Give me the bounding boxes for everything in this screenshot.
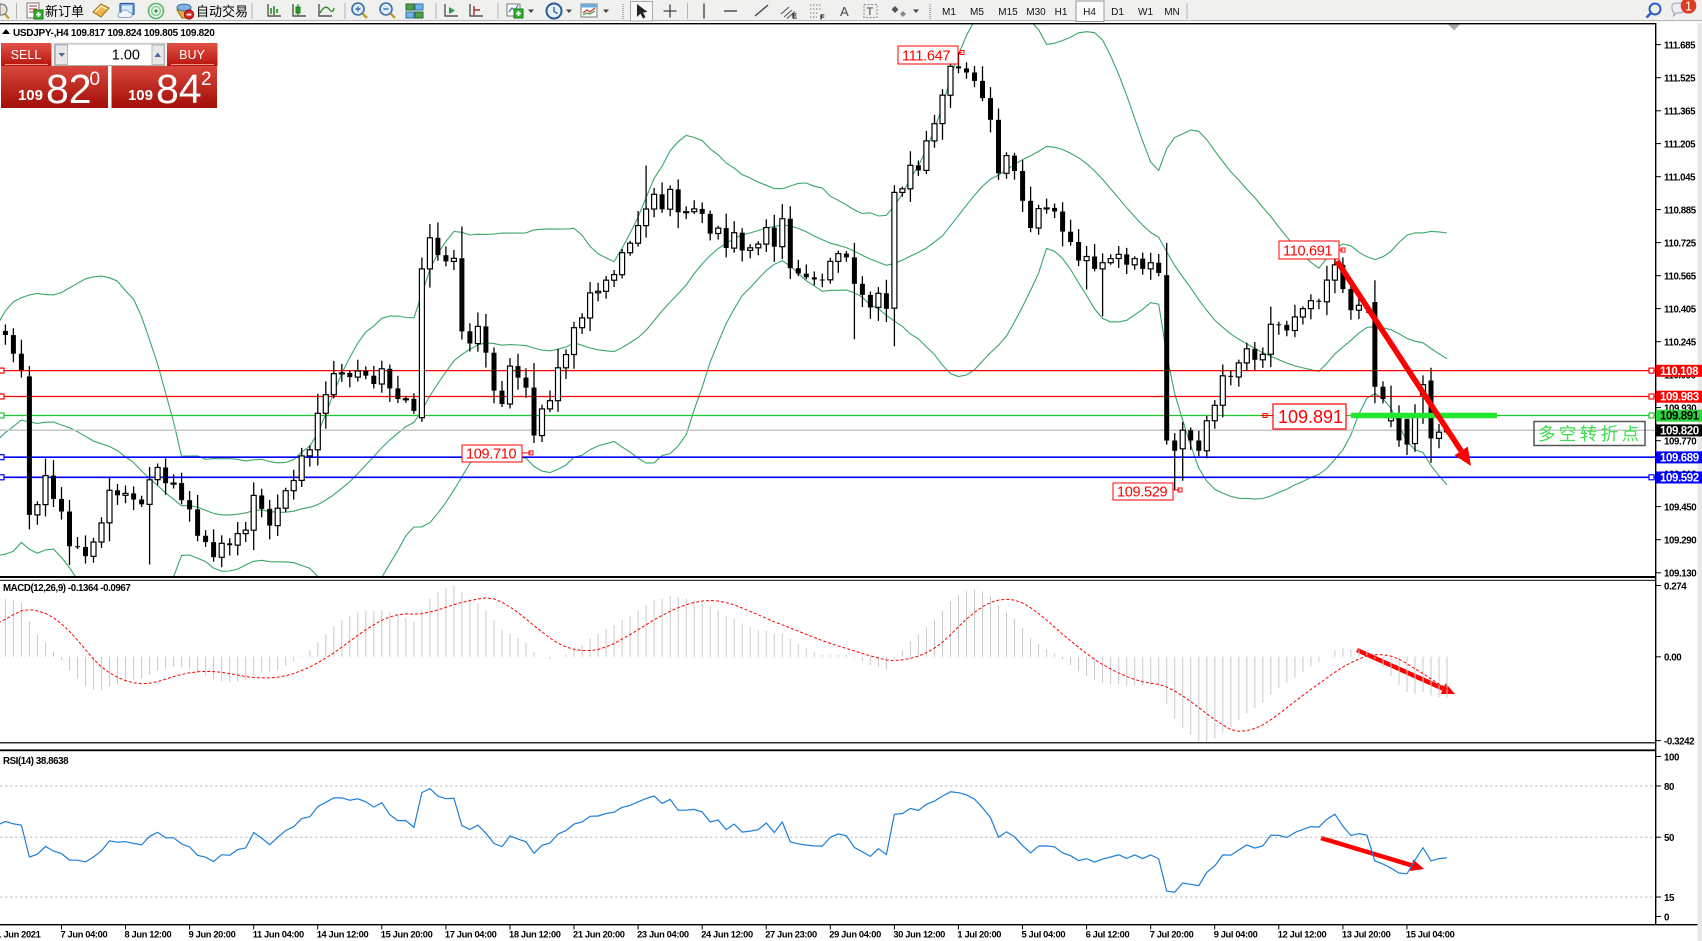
svg-text:111.205: 111.205 — [1664, 139, 1696, 150]
svg-text:80: 80 — [1664, 782, 1674, 793]
svg-text:110.245: 110.245 — [1664, 338, 1697, 349]
svg-text:M15: M15 — [998, 7, 1018, 18]
svg-text:18 Jun 12:00: 18 Jun 12:00 — [509, 930, 561, 940]
svg-text:110.725: 110.725 — [1664, 238, 1697, 249]
svg-text:14 Jun 12:00: 14 Jun 12:00 — [317, 930, 369, 940]
svg-text:21 Jun 20:00: 21 Jun 20:00 — [573, 930, 625, 940]
svg-text:111.525: 111.525 — [1664, 74, 1696, 85]
svg-text:1 Jun 2021: 1 Jun 2021 — [0, 930, 41, 940]
svg-text:110.691: 110.691 — [1283, 244, 1332, 260]
svg-text:109.770: 109.770 — [1664, 437, 1696, 448]
svg-text:50: 50 — [1664, 833, 1674, 844]
svg-text:MACD(12,26,9) -0.1364 -0.0967: MACD(12,26,9) -0.1364 -0.0967 — [3, 583, 130, 594]
svg-text:-0.3242: -0.3242 — [1664, 736, 1694, 747]
svg-text:109.820: 109.820 — [1660, 425, 1699, 437]
svg-text:111.365: 111.365 — [1664, 107, 1696, 118]
svg-text:109.592: 109.592 — [1660, 473, 1699, 485]
svg-text:29 Jun 04:00: 29 Jun 04:00 — [829, 930, 881, 940]
svg-text:110.565: 110.565 — [1664, 272, 1697, 283]
svg-text:MN: MN — [1164, 7, 1180, 18]
svg-text:6 Jul 12:00: 6 Jul 12:00 — [1086, 930, 1130, 940]
svg-text:109: 109 — [18, 87, 43, 104]
svg-text:109.891: 109.891 — [1660, 411, 1700, 423]
svg-text:111.045: 111.045 — [1664, 173, 1696, 184]
svg-text:多空转折点: 多空转折点 — [1538, 424, 1643, 444]
svg-text:H4: H4 — [1083, 7, 1096, 18]
svg-text:11 Jun 04:00: 11 Jun 04:00 — [253, 930, 304, 940]
svg-text:5 Jul 04:00: 5 Jul 04:00 — [1022, 930, 1066, 940]
svg-text:0: 0 — [1664, 912, 1669, 923]
svg-text:BUY: BUY — [179, 48, 205, 62]
svg-text:E: E — [792, 12, 797, 21]
svg-text:109: 109 — [128, 87, 153, 104]
svg-text:15: 15 — [1664, 893, 1675, 904]
svg-text:110.405: 110.405 — [1664, 304, 1697, 315]
svg-text:RSI(14) 38.8638: RSI(14) 38.8638 — [3, 756, 69, 767]
svg-text:D1: D1 — [1111, 7, 1124, 18]
svg-text:100: 100 — [1664, 752, 1679, 763]
svg-text:A: A — [840, 4, 849, 19]
svg-text:1 Jul 20:00: 1 Jul 20:00 — [957, 930, 1001, 940]
svg-text:17 Jun 04:00: 17 Jun 04:00 — [445, 930, 497, 940]
svg-text:109.290: 109.290 — [1664, 536, 1696, 547]
svg-text:110.108: 110.108 — [1660, 366, 1699, 378]
svg-text:109.983: 109.983 — [1660, 392, 1699, 404]
svg-text:13 Jul 20:00: 13 Jul 20:00 — [1342, 930, 1391, 940]
svg-text:111.685: 111.685 — [1664, 40, 1696, 51]
svg-text:1.00: 1.00 — [112, 48, 140, 64]
svg-text:82: 82 — [46, 66, 92, 112]
svg-text:0.274: 0.274 — [1664, 581, 1687, 592]
svg-text:109.529: 109.529 — [1117, 485, 1168, 501]
svg-text:109.450: 109.450 — [1664, 502, 1696, 513]
svg-text:12 Jul 12:00: 12 Jul 12:00 — [1278, 930, 1327, 940]
svg-text:M30: M30 — [1026, 7, 1046, 18]
svg-text:109.689: 109.689 — [1660, 452, 1699, 464]
svg-text:15 Jul 04:00: 15 Jul 04:00 — [1406, 930, 1455, 940]
svg-text:T: T — [867, 6, 874, 18]
svg-text:110.885: 110.885 — [1664, 205, 1697, 216]
svg-text:H1: H1 — [1055, 7, 1068, 18]
svg-text:1: 1 — [1685, 0, 1692, 13]
svg-text:新订单: 新订单 — [45, 4, 84, 19]
svg-text:7 Jun 04:00: 7 Jun 04:00 — [61, 930, 108, 940]
svg-text:27 Jun 23:00: 27 Jun 23:00 — [765, 930, 817, 940]
svg-text:30 Jun 12:00: 30 Jun 12:00 — [893, 930, 945, 940]
svg-text:M5: M5 — [970, 7, 984, 18]
svg-text:7 Jul 20:00: 7 Jul 20:00 — [1150, 930, 1194, 940]
svg-text:2: 2 — [201, 69, 212, 90]
svg-text:109.710: 109.710 — [466, 447, 517, 463]
svg-text:23 Jun 04:00: 23 Jun 04:00 — [637, 930, 689, 940]
svg-text:W1: W1 — [1138, 7, 1153, 18]
svg-text:SELL: SELL — [11, 48, 42, 62]
svg-text:109.130: 109.130 — [1664, 569, 1696, 580]
svg-text:USDJPY-,H4 109.817 109.824 10: USDJPY-,H4 109.817 109.824 109.805 109.8… — [13, 28, 215, 39]
svg-text:自动交易: 自动交易 — [196, 4, 248, 19]
svg-text:9 Jul 04:00: 9 Jul 04:00 — [1214, 930, 1258, 940]
svg-text:24 Jun 12:00: 24 Jun 12:00 — [701, 930, 753, 940]
svg-text:9 Jun 20:00: 9 Jun 20:00 — [189, 930, 236, 940]
svg-text:84: 84 — [156, 66, 202, 112]
svg-text:111.647: 111.647 — [902, 49, 950, 65]
svg-text:8 Jun 12:00: 8 Jun 12:00 — [125, 930, 172, 940]
svg-text:109.930: 109.930 — [1664, 403, 1696, 414]
svg-text:15 Jun 20:00: 15 Jun 20:00 — [381, 930, 433, 940]
svg-text:F: F — [820, 13, 825, 22]
svg-text:0.00: 0.00 — [1664, 653, 1681, 664]
svg-text:M1: M1 — [942, 7, 956, 18]
svg-text:0: 0 — [90, 69, 101, 90]
svg-text:109.891: 109.891 — [1278, 407, 1343, 427]
